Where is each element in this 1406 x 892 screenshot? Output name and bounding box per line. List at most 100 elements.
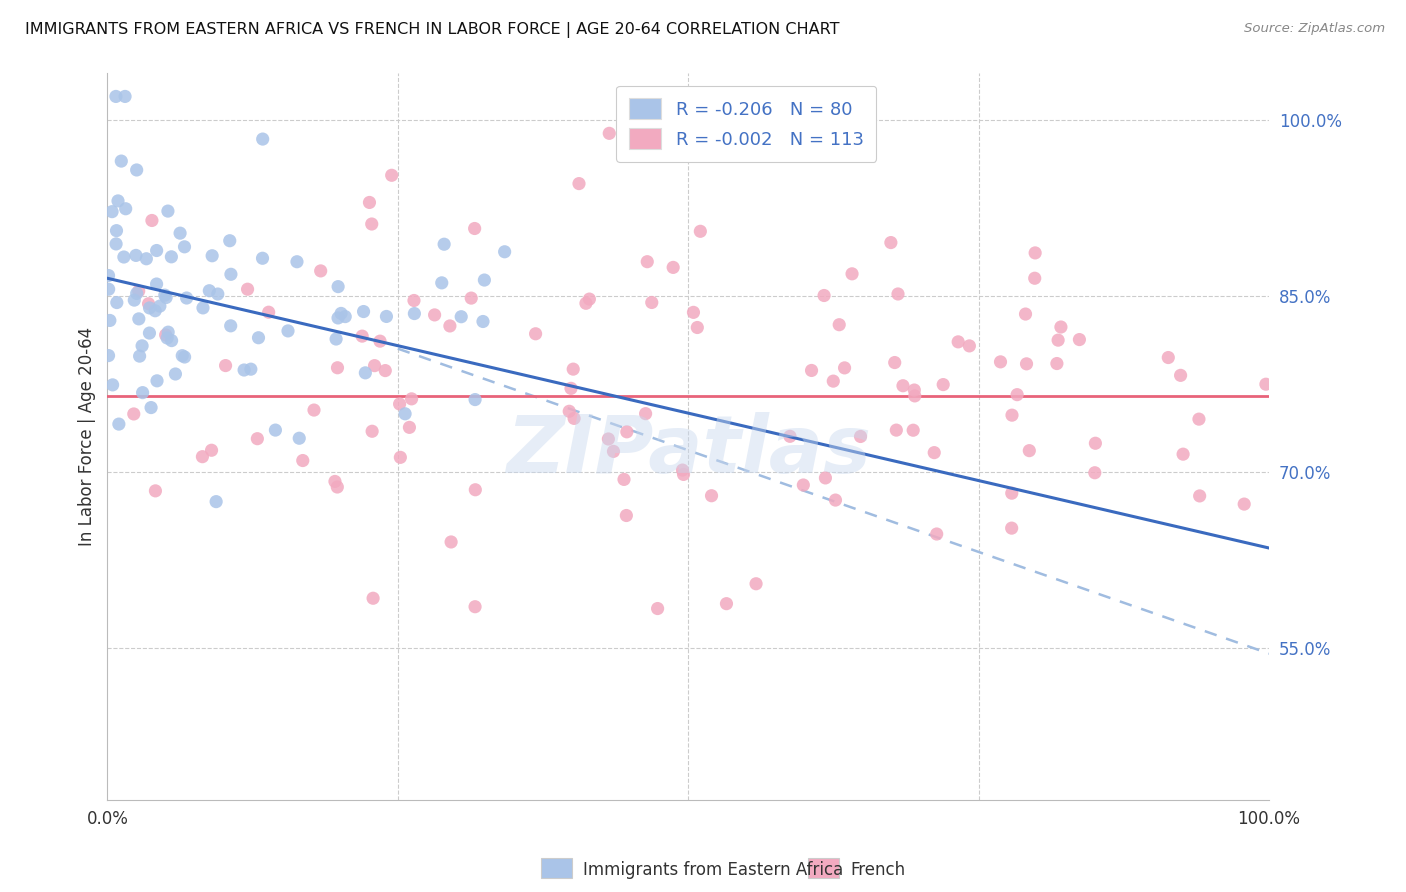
Point [191, 450, 214, 464]
Point [1069, 333, 1091, 347]
Point [558, 404, 581, 418]
Point [464, 483, 486, 497]
Point [402, 293, 425, 308]
Point [460, 291, 482, 305]
Point [814, 471, 837, 485]
Point [97, 349, 120, 363]
Point [1001, 408, 1024, 422]
Point [325, 332, 347, 346]
Point [107, 194, 129, 208]
Point [135, 252, 157, 266]
Point [173, 350, 195, 364]
Point [302, 403, 325, 417]
Point [662, 260, 685, 275]
Point [205, 494, 228, 508]
Point [828, 318, 851, 332]
Point [214, 359, 236, 373]
Point [672, 467, 695, 482]
Point [430, 276, 453, 290]
Point [1046, 357, 1069, 371]
Point [288, 431, 311, 445]
Point [745, 576, 768, 591]
Point [946, 334, 969, 349]
Point [560, 381, 582, 395]
Point [143, 303, 166, 318]
Point [1024, 271, 1046, 285]
Point [404, 307, 426, 321]
Point [218, 234, 240, 248]
Point [824, 493, 846, 508]
Point [108, 417, 131, 431]
Point [97, 268, 120, 283]
Point [891, 378, 914, 392]
Point [1084, 466, 1107, 480]
Point [153, 288, 176, 302]
Point [901, 423, 924, 437]
Point [141, 213, 163, 227]
Point [524, 326, 547, 341]
Point [636, 254, 658, 268]
Point [1170, 368, 1192, 383]
Point [155, 291, 177, 305]
Point [925, 527, 948, 541]
Point [464, 599, 486, 614]
Point [575, 296, 598, 310]
Point [246, 432, 269, 446]
Point [125, 163, 148, 178]
Point [191, 301, 214, 315]
Point [932, 377, 955, 392]
Point [494, 244, 516, 259]
Point [792, 478, 814, 492]
Point [326, 279, 349, 293]
Point [352, 329, 374, 343]
Point [834, 360, 856, 375]
Point [1015, 357, 1038, 371]
Point [779, 429, 801, 443]
Point [957, 339, 980, 353]
Point [233, 363, 256, 377]
Point [309, 264, 332, 278]
Point [149, 299, 172, 313]
Point [634, 407, 657, 421]
Point [330, 306, 353, 320]
Point [389, 450, 412, 465]
Point [1157, 351, 1180, 365]
Point [841, 267, 863, 281]
Point [128, 311, 150, 326]
Point [1188, 412, 1211, 426]
Point [172, 349, 194, 363]
Point [598, 126, 620, 140]
Point [450, 310, 472, 324]
Text: IMMIGRANTS FROM EASTERN AFRICA VS FRENCH IN LABOR FORCE | AGE 20-64 CORRELATION : IMMIGRANTS FROM EASTERN AFRICA VS FRENCH… [25, 22, 839, 38]
Point [398, 420, 420, 434]
Point [361, 424, 384, 438]
Point [439, 318, 461, 333]
Point [423, 308, 446, 322]
Point [156, 331, 179, 345]
Point [101, 377, 124, 392]
Point [464, 392, 486, 407]
Point [800, 363, 823, 377]
Point [207, 287, 229, 301]
Point [360, 217, 382, 231]
Point [201, 249, 224, 263]
Point [1047, 333, 1070, 347]
Point [145, 244, 167, 258]
Point [616, 425, 638, 439]
Point [886, 423, 908, 437]
Point [176, 291, 198, 305]
Point [1018, 443, 1040, 458]
Point [125, 286, 148, 301]
Point [98, 313, 121, 327]
Point [562, 362, 585, 376]
Point [125, 248, 148, 262]
Point [169, 226, 191, 240]
Point [112, 250, 135, 264]
Point [562, 411, 585, 425]
Point [922, 445, 945, 459]
Point [219, 318, 242, 333]
Point [128, 349, 150, 363]
Point [647, 601, 669, 615]
Point [903, 383, 925, 397]
Point [110, 154, 132, 169]
